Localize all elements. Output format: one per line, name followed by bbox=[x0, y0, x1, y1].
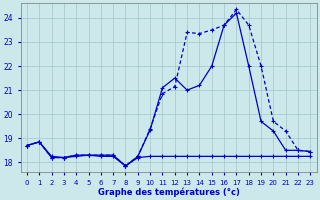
X-axis label: Graphe des températures (°c): Graphe des températures (°c) bbox=[98, 187, 240, 197]
